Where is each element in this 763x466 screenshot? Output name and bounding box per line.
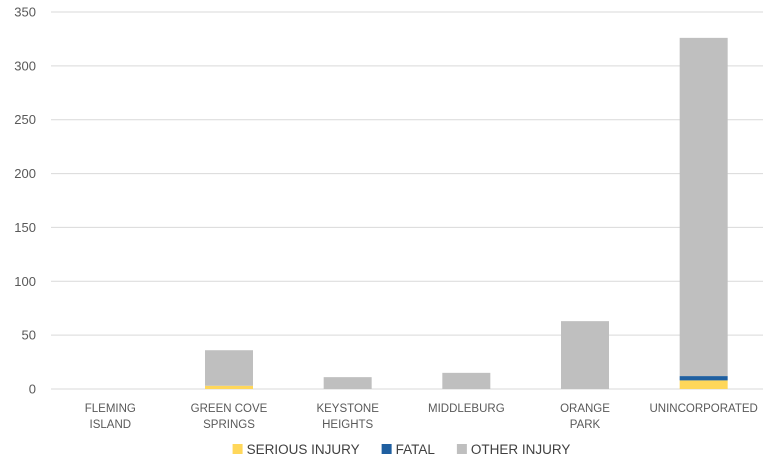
bar-segment: [561, 321, 609, 389]
x-category-label: HEIGHTS: [322, 419, 373, 431]
bars: [205, 37, 728, 389]
legend-swatch: [232, 444, 243, 454]
y-tick-label: 150: [14, 220, 36, 235]
y-tick-label: 250: [14, 112, 36, 127]
y-tick-label: 350: [14, 5, 36, 20]
x-category-label: MIDDLEBURG: [428, 403, 505, 415]
legend-label: SERIOUS INJURY: [247, 442, 360, 457]
bar-segment: [679, 380, 728, 389]
bar-segment: [442, 372, 491, 389]
bar-segment: [205, 350, 253, 386]
x-category-label: KEYSTONE: [316, 403, 379, 415]
y-tick-label: 0: [29, 382, 36, 397]
legend-label: FATAL: [396, 442, 436, 457]
legend-swatch: [456, 444, 467, 454]
x-category-label: ISLAND: [90, 419, 132, 431]
bar-segment: [679, 376, 728, 381]
legend-swatch: [381, 444, 392, 454]
x-category-label: FLEMING: [85, 403, 136, 415]
y-tick-label: 300: [14, 58, 36, 73]
x-category-label: ORANGE: [560, 403, 610, 415]
x-category-label: SPRINGS: [203, 419, 255, 431]
legend-label: OTHER INJURY: [471, 442, 571, 457]
y-tick-label: 50: [22, 328, 36, 343]
x-category-label: PARK: [570, 419, 601, 431]
x-category-label: GREEN COVE: [191, 403, 268, 415]
y-tick-label: 200: [14, 166, 36, 181]
bar-segment: [205, 385, 253, 389]
y-tick-label: 100: [14, 274, 36, 289]
x-axis: FLEMING ISLAND GREEN COVE SPRINGS KEYSTONE HE…: [85, 403, 758, 431]
x-category-label: UNINCORPORATED: [649, 403, 757, 415]
bar-segment: [679, 37, 728, 377]
y-axis: 0 50 100 150 200 250 300 350: [14, 5, 36, 397]
bar-segment: [323, 377, 372, 389]
legend: SERIOUS INJURY FATAL OTHER INJURY: [232, 442, 571, 457]
gridlines: [51, 11, 763, 390]
